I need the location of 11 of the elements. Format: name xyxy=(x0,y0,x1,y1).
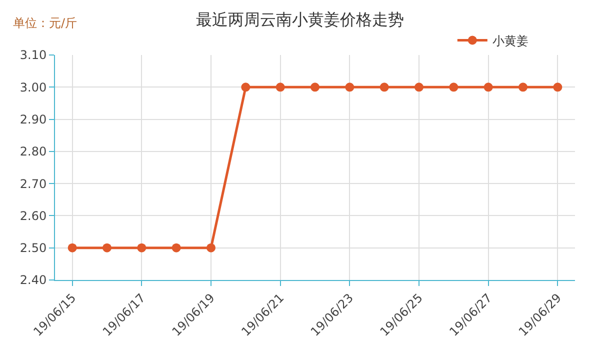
text: 单位：元/斤 xyxy=(13,16,78,30)
y-tick-label: 2.90 xyxy=(20,112,47,126)
y-tick-label: 2.80 xyxy=(20,144,47,159)
y-tick-label: 2.40 xyxy=(20,273,47,288)
y-tick-label: 3.00 xyxy=(20,80,47,94)
y-tick-label: 2.50 xyxy=(20,241,47,256)
legend-label: 小黄姜 xyxy=(492,34,528,48)
y-tick-label: 2.70 xyxy=(20,176,47,191)
chart-title: 最近两周云南小黄姜价格走势 xyxy=(196,10,404,30)
y-tick-label: 2.60 xyxy=(20,208,47,223)
y-tick-label: 3.10 xyxy=(20,48,47,62)
